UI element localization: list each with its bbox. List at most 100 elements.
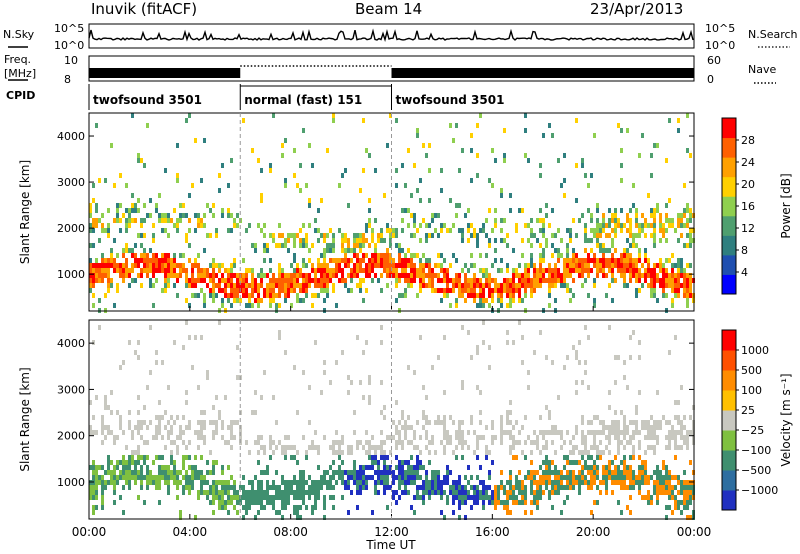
heatmap-cell [179,470,182,475]
heatmap-cell [194,455,197,460]
heatmap-cell [515,273,518,278]
heatmap-cell [380,440,383,445]
heatmap-cell [581,263,584,268]
heatmap-cell [464,288,467,293]
heatmap-cell [671,485,674,490]
heatmap-cell [383,450,386,455]
heatmap-cell [548,223,551,228]
heatmap-cell [539,330,542,335]
heatmap-cell [113,490,116,495]
heatmap-cell [302,298,305,303]
heatmap-cell [440,268,443,273]
heatmap-cell [401,273,404,278]
heatmap-cell [215,495,218,500]
heatmap-cell [551,278,554,283]
heatmap-cell [323,475,326,480]
heatmap-cell [647,495,650,500]
heatmap-cell [491,293,494,298]
heatmap-cell [185,475,188,480]
heatmap-cell [104,293,107,298]
heatmap-cell [377,258,380,263]
heatmap-cell [377,480,380,485]
heatmap-cell [323,248,326,253]
heatmap-cell [500,500,503,505]
heatmap-cell [533,480,536,485]
heatmap-cell [557,395,560,400]
heatmap-cell [611,263,614,268]
heatmap-cell [653,435,656,440]
heatmap-cell [326,273,329,278]
colorbar-swatch [722,350,736,371]
heatmap-cell [632,258,635,263]
heatmap-cell [539,163,542,168]
heatmap-cell [560,430,563,435]
heatmap-cell [671,263,674,268]
heatmap-cell [581,475,584,480]
heatmap-cell [671,475,674,480]
heatmap-cell [530,440,533,445]
heatmap-cell [641,133,644,138]
heatmap-cell [419,450,422,455]
heatmap-cell [500,485,503,490]
heatmap-cell [473,450,476,455]
heatmap-cell [164,273,167,278]
heatmap-cell [461,435,464,440]
heatmap-cell [683,490,686,495]
heatmap-cell [227,495,230,500]
heatmap-cell [566,253,569,258]
heatmap-cell [548,480,551,485]
heatmap-cell [236,495,239,500]
heatmap-cell [212,293,215,298]
heatmap-cell [524,455,527,460]
heatmap-cell [554,450,557,455]
heatmap-cell [383,440,386,445]
heatmap-cell [407,273,410,278]
heatmap-cell [113,465,116,470]
heatmap-cell [314,273,317,278]
heatmap-cell [263,470,266,475]
heatmap-cell [356,233,359,238]
heatmap-cell [542,445,545,450]
heatmap-cell [401,470,404,475]
heatmap-cell [443,278,446,283]
heatmap-cell [656,208,659,213]
heatmap-cell [434,288,437,293]
heatmap-cell [485,495,488,500]
heatmap-cell [635,208,638,213]
heatmap-cell [170,218,173,223]
heatmap-cell [203,480,206,485]
heatmap-cell [476,293,479,298]
heatmap-cell [665,238,668,243]
heatmap-cell [137,263,140,268]
heatmap-cell [296,505,299,510]
heatmap-cell [680,490,683,495]
heatmap-cell [161,435,164,440]
heatmap-cell [374,460,377,465]
heatmap-cell [482,500,485,505]
heatmap-cell [578,450,581,455]
heatmap-cell [497,288,500,293]
heatmap-cell [605,465,608,470]
heatmap-cell [287,490,290,495]
heatmap-cell [632,330,635,335]
heatmap-cell [164,470,167,475]
heatmap-cell [233,263,236,268]
heatmap-cell [149,278,152,283]
heatmap-cell [128,425,131,430]
heatmap-cell [293,365,296,370]
heatmap-cell [359,440,362,445]
heatmap-cell [296,480,299,485]
heatmap-cell [89,273,92,278]
heatmap-cell [617,218,620,223]
heatmap-cell [569,475,572,480]
heatmap-cell [587,253,590,258]
heatmap-cell [539,253,542,258]
heatmap-cell [509,475,512,480]
heatmap-cell [269,435,272,440]
heatmap-cell [119,470,122,475]
heatmap-cell [146,480,149,485]
heatmap-cell [212,268,215,273]
heatmap-cell [155,278,158,283]
heatmap-cell [164,445,167,450]
heatmap-cell [368,375,371,380]
